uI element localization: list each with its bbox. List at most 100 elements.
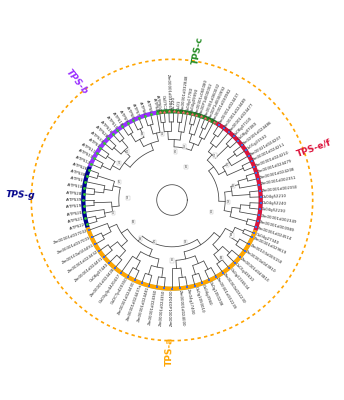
Text: Zm00001d030400: Zm00001d030400 <box>170 290 174 326</box>
Text: Zm00001d060032: Zm00001d060032 <box>204 82 221 117</box>
Text: 73: 73 <box>183 144 186 148</box>
Text: Zm00001d043810: Zm00001d043810 <box>240 256 270 283</box>
Text: 77: 77 <box>213 154 216 158</box>
Text: Os04g52210: Os04g52210 <box>262 194 287 199</box>
Text: Zm00001d024437a: Zm00001d024437a <box>126 284 143 322</box>
Text: Zm00001d024430: Zm00001d024430 <box>117 281 136 316</box>
Text: Os04g17780: Os04g17780 <box>186 86 194 112</box>
Text: Zm00001d024437: Zm00001d024437 <box>218 92 241 125</box>
Text: 90: 90 <box>220 256 223 260</box>
Text: 90: 90 <box>141 132 144 136</box>
Text: AtTPS12: AtTPS12 <box>74 155 91 165</box>
Text: 66: 66 <box>184 165 187 169</box>
Text: Zm00001d024481: Zm00001d024481 <box>137 286 151 323</box>
Text: AtTPS28: AtTPS28 <box>94 125 109 139</box>
Text: 63: 63 <box>139 236 142 240</box>
Text: AtTPS15: AtTPS15 <box>105 115 118 130</box>
Text: Zm00001d032865: Zm00001d032865 <box>165 74 171 110</box>
Text: OsDCTp420350: OsDCTp420350 <box>110 277 129 306</box>
Text: TPS-b: TPS-b <box>64 68 89 97</box>
Text: AtTPS4: AtTPS4 <box>152 98 158 112</box>
Text: AtTPS6: AtTPS6 <box>138 101 146 115</box>
Text: Zm00001d024350: Zm00001d024350 <box>159 290 166 326</box>
Text: 94: 94 <box>210 210 213 214</box>
Text: Zm00001c060080: Zm00001c060080 <box>195 78 208 114</box>
Text: 61: 61 <box>226 163 229 167</box>
Text: 90: 90 <box>132 220 135 224</box>
Text: 79: 79 <box>227 200 230 204</box>
Text: Zm00001d024000: Zm00001d024000 <box>178 290 185 326</box>
Text: Os04g3960: Os04g3960 <box>201 284 212 306</box>
Text: Zm00001d000989: Zm00001d000989 <box>259 220 295 232</box>
Text: AtTPS16: AtTPS16 <box>99 120 113 134</box>
Text: Zm00001d024210: Zm00001d024210 <box>255 151 290 168</box>
Text: Zm00P1d0000992: Zm00P1d0000992 <box>208 85 227 119</box>
Text: Zm00001d037002: Zm00001d037002 <box>53 229 88 245</box>
Text: AtTPS13: AtTPS13 <box>77 148 94 160</box>
Text: AtTPS5: AtTPS5 <box>145 99 152 113</box>
Text: Os0g1050208: Os0g1050208 <box>208 281 224 307</box>
Text: AtTPS9: AtTPS9 <box>118 109 129 123</box>
Text: Zm00001d024211: Zm00001d024211 <box>252 143 287 162</box>
Text: Zm00001d037003: Zm00001d037003 <box>56 236 92 255</box>
Text: 92: 92 <box>126 150 129 154</box>
Text: Zm00001d002350: Zm00001d002350 <box>261 185 298 192</box>
Text: AtTPS20: AtTPS20 <box>67 210 83 217</box>
Text: AtTPS21: AtTPS21 <box>68 217 84 224</box>
Text: Zm00001d024479: Zm00001d024479 <box>257 159 293 174</box>
Text: Zm00001d024360: Zm00001d024360 <box>148 288 158 325</box>
Text: Zm00001d024431: Zm00001d024431 <box>74 256 104 283</box>
Text: TPS-g: TPS-g <box>6 190 35 200</box>
Text: 76: 76 <box>112 211 115 215</box>
Text: Os08g07440: Os08g07440 <box>89 262 110 283</box>
Text: Os08g07080: Os08g07080 <box>237 122 259 141</box>
Text: CsO1: CsO1 <box>176 100 181 110</box>
Text: AtTPS39: AtTPS39 <box>66 198 82 202</box>
Text: Zm00001d024432: Zm00001d024432 <box>67 250 99 274</box>
Text: 91: 91 <box>126 196 129 200</box>
Text: AtTPS8: AtTPS8 <box>125 106 135 120</box>
Text: AtTPS11: AtTPS11 <box>81 142 97 154</box>
Text: Os0g1050010: Os0g1050010 <box>193 286 204 314</box>
Text: AtTPS33: AtTPS33 <box>89 130 104 144</box>
Text: AtTPS7: AtTPS7 <box>131 103 140 117</box>
Text: 93: 93 <box>161 132 164 136</box>
Text: AtTPS19: AtTPS19 <box>66 204 83 210</box>
Text: Zm00100a024491: Zm00100a024491 <box>62 243 95 265</box>
Text: Zm00001d002351: Zm00001d002351 <box>260 176 297 186</box>
Text: Zm00001d024428: Zm00001d024428 <box>89 268 116 298</box>
Text: 62: 62 <box>232 184 235 188</box>
Text: Os04g09990: Os04g09990 <box>190 88 200 113</box>
Text: Zm00001d024514: Zm00001d024514 <box>257 226 293 241</box>
Text: Os08g07100: Os08g07100 <box>233 116 254 137</box>
Text: 67: 67 <box>174 150 177 154</box>
Text: TPS-e/f: TPS-e/f <box>295 138 333 159</box>
Text: 62: 62 <box>170 258 173 262</box>
Text: 98: 98 <box>230 234 234 238</box>
Text: Os04g27340: Os04g27340 <box>255 232 279 245</box>
Text: Os0g2236534: Os0g2236534 <box>228 268 249 291</box>
Text: Os01g23530: Os01g23530 <box>245 134 268 151</box>
Text: AtTPS1: AtTPS1 <box>87 138 100 149</box>
Text: AtTPS28: AtTPS28 <box>66 190 83 196</box>
Text: AtTPS26: AtTPS26 <box>72 162 88 171</box>
Text: Os-220: Os-220 <box>172 96 176 110</box>
Text: OsDTC2: OsDTC2 <box>161 95 166 110</box>
Text: Zm00000d032230: Zm00000d032230 <box>222 272 246 305</box>
Text: 91: 91 <box>184 240 187 244</box>
Text: AtTPS10: AtTPS10 <box>111 111 123 126</box>
Text: 57: 57 <box>117 161 121 165</box>
Text: Os03g3p4420437: Os03g3p4420437 <box>99 272 122 304</box>
Text: Zm00001d029619: Zm00001d029619 <box>252 236 287 255</box>
Text: Zm00100d006150: Zm00100d006150 <box>249 243 282 265</box>
Text: Zm00001d024489: Zm00001d024489 <box>223 96 248 128</box>
Text: AtTPS38: AtTPS38 <box>69 169 86 177</box>
Text: Os04g52230: Os04g52230 <box>261 208 287 214</box>
Text: Zm02001d024486: Zm02001d024486 <box>241 121 273 146</box>
Text: Os01g43610: Os01g43610 <box>234 262 255 283</box>
Text: 80: 80 <box>153 240 156 244</box>
Text: Zm00021d024207: Zm00021d024207 <box>249 135 282 157</box>
Text: Zm04g17400: Zm04g17400 <box>186 288 194 315</box>
Text: Zm00001d024477: Zm00001d024477 <box>228 102 255 132</box>
Text: Zm00001d030982: Zm00001d030982 <box>213 88 233 122</box>
